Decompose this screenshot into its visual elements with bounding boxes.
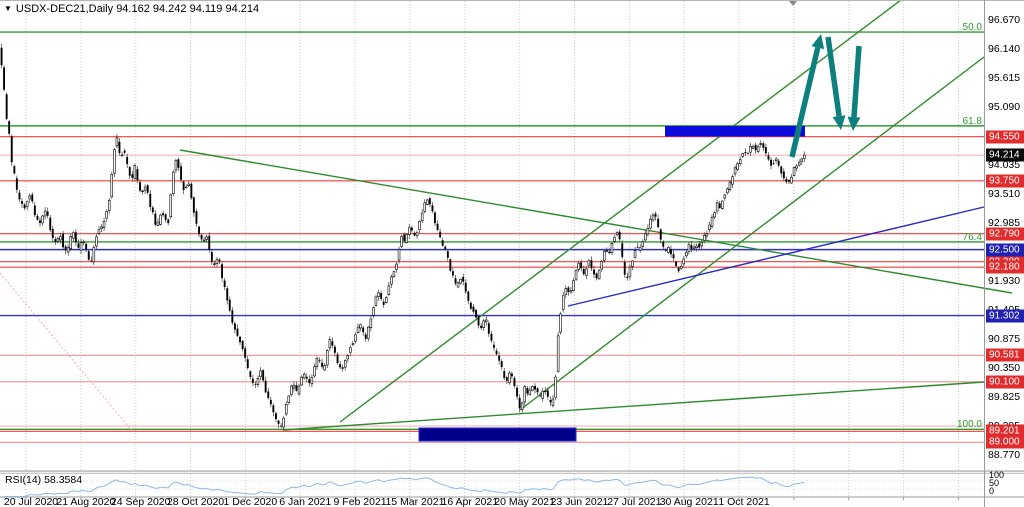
trendline-green[interactable]	[519, 56, 985, 411]
trendline-blue[interactable]	[567, 206, 985, 307]
fib-label-61.8: 61.8	[962, 115, 982, 127]
rsi-line	[4, 476, 805, 497]
price-alert-badge-89.201: 89.201	[986, 424, 1024, 438]
price-tick-92.985: 92.985	[988, 216, 1021, 229]
scroll-position-marker[interactable]	[789, 1, 797, 6]
price-tick-95.615: 95.615	[988, 72, 1021, 85]
trendline-green[interactable]	[282, 381, 985, 431]
rsi-scale-100: 100	[989, 470, 1005, 480]
trendline-green[interactable]	[179, 149, 1013, 294]
price-alert-badge-91.302: 91.302	[986, 309, 1024, 323]
drawn-arrow-down[interactable]	[825, 36, 842, 117]
price-tick-89.825: 89.825	[988, 390, 1021, 403]
time-tick-30-Aug-2021: 30 Aug 2021	[659, 496, 719, 507]
time-tick-15-Mar-2021: 15 Mar 2021	[385, 496, 445, 507]
current-price-badge: 94.214	[986, 148, 1024, 162]
price-alert-badge-92.500: 92.500	[986, 243, 1024, 257]
drawn-arrow-up[interactable]	[789, 46, 821, 158]
symbol-dropdown-icon[interactable]: ▼	[4, 4, 12, 13]
price-tick-91.930: 91.930	[988, 275, 1021, 287]
price-alert-badge-89.000: 89.000	[986, 435, 1024, 449]
price-alert-badge-92.180: 92.180	[986, 260, 1024, 274]
time-tick-27-Jul-2021: 27 Jul 2021	[607, 496, 662, 507]
time-tick-16-Apr-2021: 16 Apr 2021	[441, 496, 499, 507]
down-candles	[0, 47, 790, 427]
arrow-head-up	[811, 34, 825, 50]
price-tick-96.140: 96.140	[988, 43, 1021, 56]
time-tick-24-Sep-2020: 24 Sep 2020	[110, 496, 171, 507]
price-tick-90.875: 90.875	[988, 333, 1021, 346]
rsi-indicator-label: RSI(14) 58.3584	[5, 474, 83, 486]
time-tick-28-Oct-2020: 28 Oct 2020	[166, 496, 225, 507]
chart-title: ▼ USDX-DEC21,Daily 94.162 94.242 94.119 9…	[4, 3, 259, 15]
time-tick-23-Jun-2021: 23 Jun 2021	[550, 496, 609, 507]
up-candles	[25, 137, 806, 428]
price-tick-94.035: 94.035	[988, 159, 1021, 172]
time-tick-20-Jul-2020: 20 Jul 2020	[3, 496, 59, 507]
trendline-pink[interactable]	[0, 272, 134, 433]
price-alert-badge-93.750: 93.750	[986, 174, 1024, 188]
rsi-scale-0: 0	[989, 486, 995, 496]
price-tick-90.350: 90.350	[988, 362, 1021, 374]
time-tick-9-Feb-2021: 9 Feb 2021	[333, 496, 387, 507]
fib-label-50.0: 50.0	[962, 22, 982, 34]
demand-zone-rectangle[interactable]	[418, 427, 577, 442]
time-tick-6-Jan-2021: 6 Jan 2021	[279, 496, 332, 507]
trendline-green[interactable]	[339, 0, 902, 423]
time-tick-21-Aug-2020: 21 Aug 2020	[56, 496, 116, 507]
price-tick-96.670: 96.670	[988, 14, 1021, 26]
supply-zone-rectangle[interactable]	[665, 126, 805, 137]
price-tick-88.770: 88.770	[988, 449, 1021, 461]
rsi-scale-50: 50	[989, 478, 1000, 488]
price-alert-badge-90.581: 90.581	[986, 348, 1024, 362]
ohlc-values: 94.162 94.242 94.119 94.214	[116, 3, 260, 15]
price-tick-95.090: 95.090	[988, 101, 1021, 113]
price-tick-93.510: 93.510	[988, 188, 1021, 200]
fib-label-100.0: 100.0	[956, 419, 982, 431]
drawn-arrow-down[interactable]	[851, 45, 862, 118]
time-tick-1-Oct-2021: 1 Oct 2021	[718, 496, 770, 507]
time-tick-20-May-2021: 20 May 2021	[494, 496, 555, 507]
arrow-head-down	[832, 115, 846, 130]
fib-label-76.4: 76.4	[962, 231, 982, 243]
symbol-period-label: USDX-DEC21,Daily	[15, 3, 114, 15]
time-tick-1-Dec-2020: 1 Dec 2020	[223, 496, 278, 507]
arrow-head-down	[847, 116, 861, 131]
price-alert-badge-90.100: 90.100	[986, 375, 1024, 389]
price-alert-badge-92.790: 92.790	[986, 227, 1024, 241]
price-alert-badge-94.550: 94.550	[986, 130, 1024, 144]
